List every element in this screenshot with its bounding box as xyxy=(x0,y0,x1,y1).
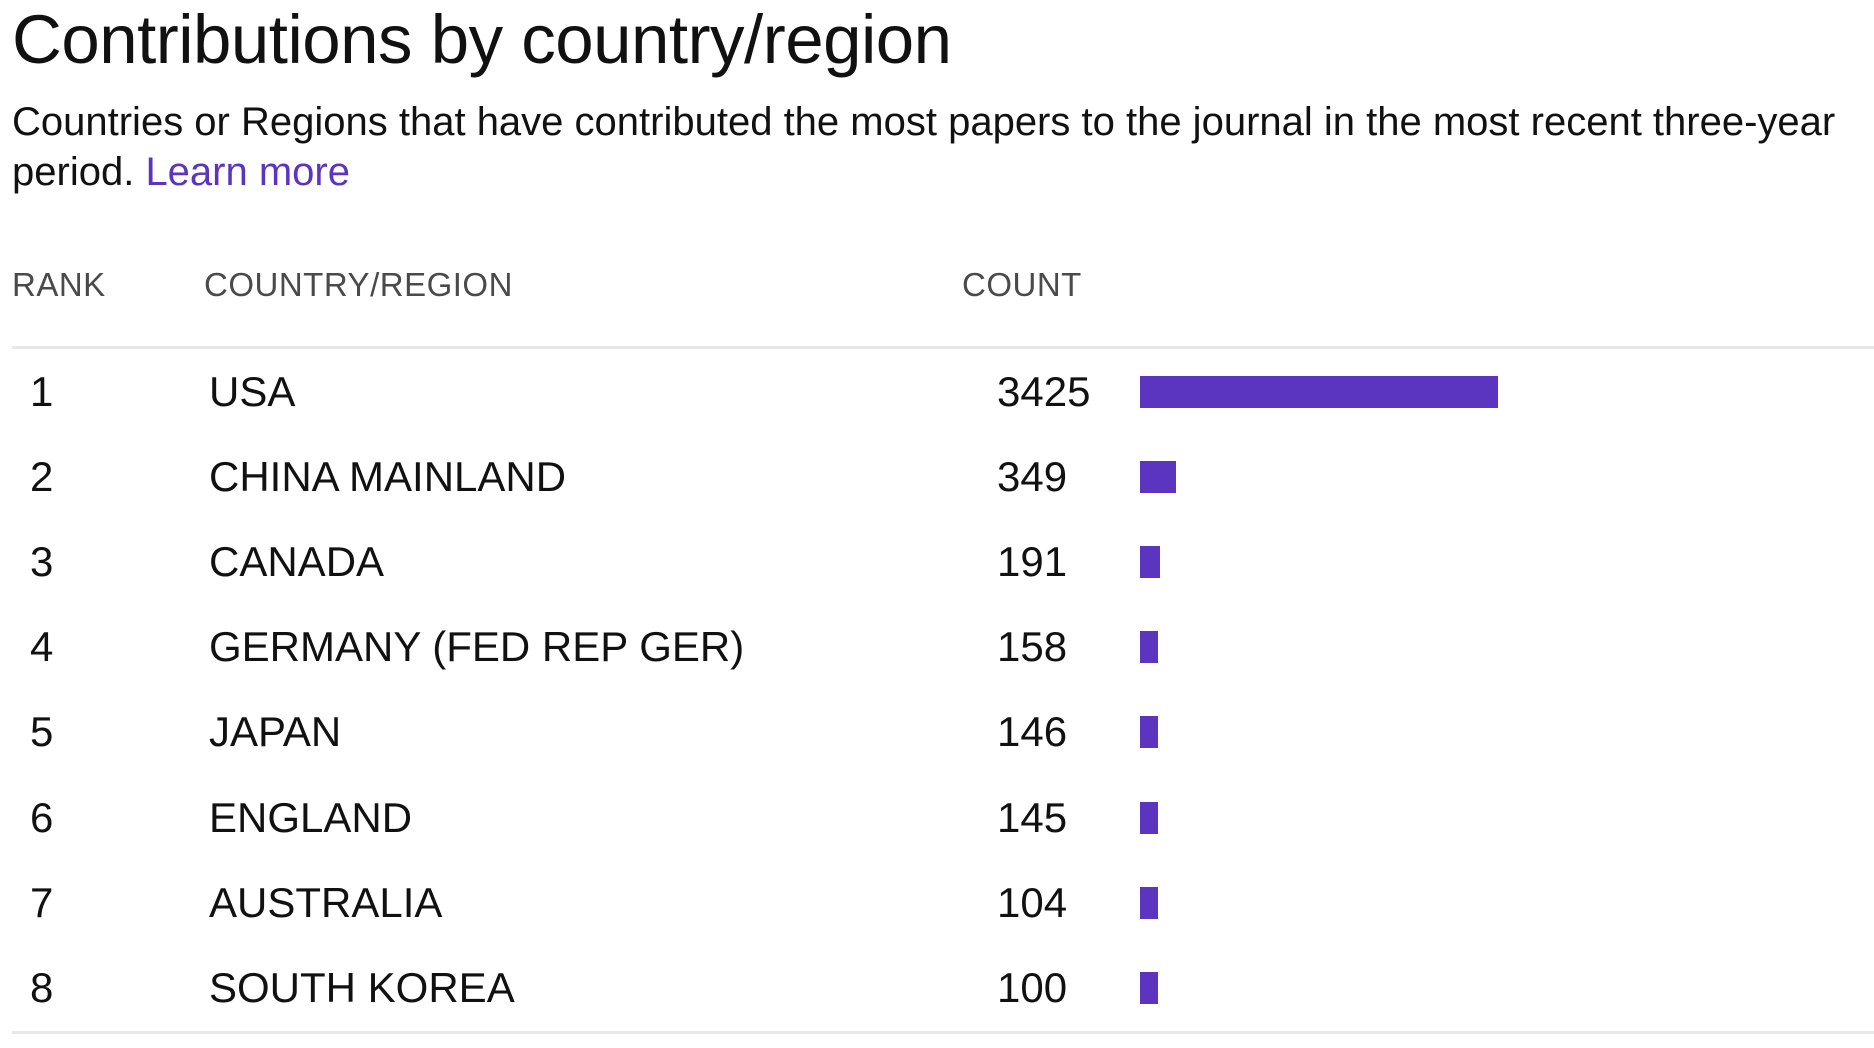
table-row: 1 USA 3425 xyxy=(12,349,1874,434)
country-cell: SOUTH KOREA xyxy=(209,963,515,1011)
count-bar-track xyxy=(1140,971,1498,1004)
count-bar xyxy=(1140,801,1158,834)
table-body: 1 USA 3425 2 CHINA MAINLAND 349 3 CANADA 191 4 GER… xyxy=(12,349,1874,1034)
count-bar-track xyxy=(1140,375,1498,408)
country-cell: GERMANY (FED REP GER) xyxy=(209,623,745,671)
rank-cell: 2 xyxy=(30,452,54,500)
rank-cell: 3 xyxy=(30,537,54,585)
count-bar xyxy=(1140,716,1158,749)
count-bar xyxy=(1140,375,1498,408)
count-cell: 145 xyxy=(997,793,1068,841)
column-header-country: COUNTRY/REGION xyxy=(204,266,513,303)
column-header-rank: RANK xyxy=(12,266,106,303)
country-cell: JAPAN xyxy=(209,708,342,756)
count-cell: 104 xyxy=(997,878,1068,926)
description-text: Countries or Regions that have contribut… xyxy=(12,100,1836,194)
table-row: 7 AUSTRALIA 104 xyxy=(12,860,1874,945)
count-cell: 3425 xyxy=(997,367,1091,415)
count-bar-track xyxy=(1140,716,1498,749)
count-bar-track xyxy=(1140,460,1498,493)
count-bar-track xyxy=(1140,545,1498,578)
table-header: RANK COUNTRY/REGION COUNT xyxy=(12,262,1874,349)
table-row: 5 JAPAN 146 xyxy=(12,690,1874,775)
page-title: Contributions by country/region xyxy=(12,1,952,78)
count-bar-track xyxy=(1140,631,1498,664)
country-cell: CHINA MAINLAND xyxy=(209,452,567,500)
count-cell: 146 xyxy=(997,708,1068,756)
table-row: 2 CHINA MAINLAND 349 xyxy=(12,434,1874,519)
table-row: 4 GERMANY (FED REP GER) 158 xyxy=(12,605,1874,690)
table-row: 3 CANADA 191 xyxy=(12,519,1874,604)
country-cell: USA xyxy=(209,367,296,415)
count-cell: 100 xyxy=(997,963,1068,1011)
country-cell: CANADA xyxy=(209,537,385,585)
count-bar xyxy=(1140,971,1158,1004)
description: Countries or Regions that have contribut… xyxy=(12,97,1872,197)
count-bar xyxy=(1140,545,1160,578)
table-row: 6 ENGLAND 145 xyxy=(12,775,1874,860)
count-cell: 158 xyxy=(997,623,1068,671)
count-cell: 349 xyxy=(997,452,1068,500)
rank-cell: 5 xyxy=(30,708,54,756)
country-cell: AUSTRALIA xyxy=(209,878,443,926)
rank-cell: 4 xyxy=(30,623,54,671)
contributions-table: RANK COUNTRY/REGION COUNT 1 USA 3425 2 CHINA… xyxy=(12,262,1874,1034)
count-bar xyxy=(1140,631,1158,664)
count-bar xyxy=(1140,886,1158,919)
count-cell: 191 xyxy=(997,537,1068,585)
rank-cell: 6 xyxy=(30,793,54,841)
rank-cell: 1 xyxy=(30,367,54,415)
count-bar-track xyxy=(1140,801,1498,834)
count-bar xyxy=(1140,460,1176,493)
rank-cell: 7 xyxy=(30,878,54,926)
table-row: 8 SOUTH KOREA 100 xyxy=(12,945,1874,1030)
learn-more-link[interactable]: Learn more xyxy=(145,150,350,194)
country-cell: ENGLAND xyxy=(209,793,413,841)
count-bar-track xyxy=(1140,886,1498,919)
column-header-count: COUNT xyxy=(962,266,1082,303)
rank-cell: 8 xyxy=(30,963,54,1011)
